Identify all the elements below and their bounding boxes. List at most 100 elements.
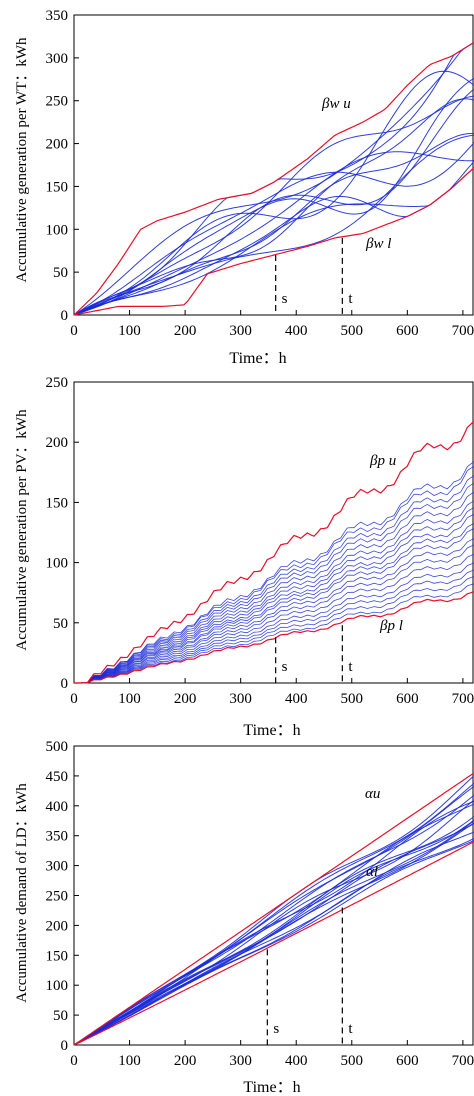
pv-y-axis-label: Accumulative generation per PV：kWh [14,409,30,651]
ld-y-tick-label: 500 [46,739,69,755]
ld-annotations: αu αl [365,786,380,880]
ld-x-tick-label: 600 [396,1053,419,1069]
wt-scenario-line [73,98,474,316]
ld-lower-bound-label: αl [366,864,378,880]
wt-upper-bound-label: βw u [321,96,351,112]
wt-x-tick-label: 300 [229,323,252,339]
ld-scenario-line [73,840,474,1046]
pv-scenario-line [74,465,474,684]
pv-y-tick-label: 250 [46,375,69,391]
ld-x-tick-label: 500 [341,1053,364,1069]
pv-upper-bound-line [74,420,474,684]
ld-y-tick-label: 250 [46,889,69,905]
ld-y-tick-label: 200 [46,918,69,934]
ld-y-tick-label: 450 [46,769,69,785]
ld-x-tick-label: 400 [285,1053,308,1069]
wt-scenario-line [73,95,474,316]
wt-y-tick-label: 300 [46,51,69,67]
ld-scenario-line [73,775,474,1046]
ld-x-tick-label: 100 [118,1053,141,1069]
ld-plot-frame [73,745,474,1046]
wt-x-tick-label: 200 [174,323,197,339]
pv-scenario-line [74,491,474,684]
pv-marker-t-label: t [348,659,353,675]
pv-annotations: βp u βp l [369,453,403,634]
wt-y-tick-label: 0 [61,308,69,324]
pv-x-tick-label: 500 [341,691,364,707]
pv-scenario-line [74,507,474,684]
pv-scenario-line [74,583,474,684]
ld-y-tick-label: 100 [46,978,69,994]
ld-x-tick-label: 200 [174,1053,197,1069]
wt-x-tick-label: 600 [396,323,419,339]
ld-scenario-line [73,820,474,1046]
wt-scenario-line [73,161,474,316]
pv-x-tick-label: 700 [452,691,474,707]
ld-y-tick-label: 400 [46,799,69,815]
pv-x-tick-label: 0 [70,691,78,707]
wt-scenario-line [73,41,474,316]
ld-upper-bound-line [73,772,474,1046]
wt-upper-bound-line [73,41,474,316]
wt-scenario-line [73,77,474,316]
wt-annotations: βw u βw l [321,96,391,252]
wt-scenario-line [73,41,474,316]
wt-plot-frame [73,14,474,316]
ld-scenario-line [73,800,474,1046]
ld-y-tick-label: 0 [61,1038,69,1054]
ld-marker-s-label: s [273,1021,279,1037]
ld-upper-bound-label: αu [365,786,380,802]
pv-x-tick-label: 100 [118,691,141,707]
pv-x-tick-label: 600 [396,691,419,707]
pv-y-tick-label: 200 [46,435,69,451]
wt-x-tick-label: 700 [452,323,474,339]
wt-y-tick-label: 250 [46,94,69,110]
wt-y-tick-label: 100 [46,222,69,238]
wt-scenario-line [73,70,474,316]
pv-scenario-line [74,522,474,684]
wt-lower-bound-line [73,167,474,316]
pv-scenario-line [74,553,474,684]
pv-scenario-line [74,500,474,684]
pv-scenario-line [74,538,474,684]
ld-y-tick-label: 300 [46,859,69,875]
pv-x-tick-label: 300 [229,691,252,707]
ld-scenario-line [73,822,474,1046]
ld-y-tick-label: 150 [46,948,69,964]
pv-scenario-line [74,576,474,684]
ld-x-tick-label: 700 [452,1053,474,1069]
ld-demand-chart: Accumulative demand of LD：kWh Time：h 0 10… [14,739,474,1096]
wt-y-tick-label: 350 [46,8,69,24]
wt-scenario-line [73,133,474,316]
wt-x-axis-label: Time：h [229,350,286,367]
pv-plot-frame [73,381,474,684]
ld-lower-bound-line [73,841,474,1046]
wt-x-tick-label: 100 [118,323,141,339]
ld-scenario-line [73,837,474,1046]
wt-plot-area: 0 100 200 300 400 500 600 700 0 50 100 150 200 250 300… [46,8,474,339]
pv-y-tick-label: 100 [46,556,69,572]
wt-scenario-line [73,88,474,316]
pv-lower-bound-line [74,591,474,684]
wt-scenario-line [73,134,474,316]
ld-y-axis-label: Accumulative demand of LD：kWh [14,783,30,1003]
wt-marker-t-label: t [348,291,353,307]
ld-x-tick-label: 0 [70,1053,78,1069]
pv-scenario-line [74,562,474,684]
wt-y-tick-label: 200 [46,137,69,153]
pv-scenario-line [74,475,474,684]
wt-scenario-line [73,142,474,316]
pv-scenario-line [74,482,474,684]
wt-x-tick-label: 0 [70,323,78,339]
pv-scenario-line [74,513,474,684]
pv-y-tick-label: 0 [61,676,69,692]
ld-marker-t-label: t [348,1021,353,1037]
pv-generation-chart: Accumulative generation per PV：kWh Time：… [14,375,474,739]
ld-scenario-line [73,782,474,1046]
wt-marker-s-label: s [282,291,288,307]
pv-scenario-line [74,569,474,684]
wt-y-axis-label: Accumulative generation per WT：kWh [14,37,30,283]
pv-lower-bound-label: βp l [379,618,403,634]
wt-lower-bound-label: βw l [365,236,391,252]
pv-x-tick-label: 200 [174,691,197,707]
